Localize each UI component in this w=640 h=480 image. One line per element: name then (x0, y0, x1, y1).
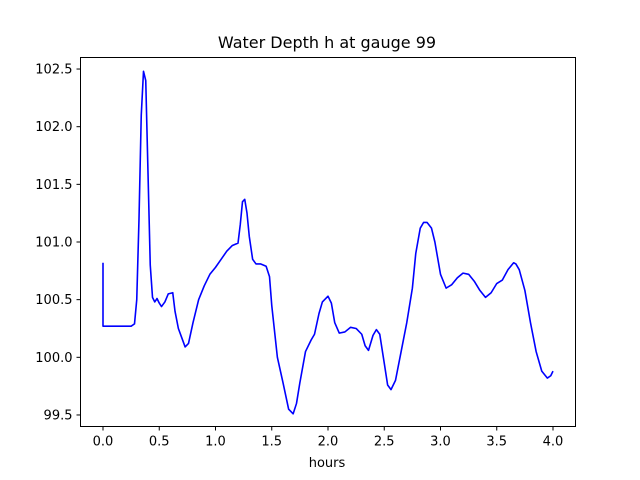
x-axis: 0.0 0.5 1.0 1.5 2.0 2.5 3.0 3.5 4.0 (93, 426, 564, 450)
x-tick-label: 3.5 (486, 435, 507, 450)
y-axis: 99.5 100.0 100.5 101.0 101.5 102.0 102.5 (35, 63, 81, 423)
x-tick-label: 1.0 (205, 435, 226, 450)
y-tick-label: 99.5 (44, 408, 73, 423)
plot-frame (80, 57, 576, 427)
y-tick-label: 102.5 (35, 63, 72, 78)
x-axis-label: hours (309, 456, 346, 471)
y-tick-label: 100.5 (35, 293, 72, 308)
x-tick-label: 3.0 (430, 435, 451, 450)
x-tick-label: 2.5 (374, 435, 395, 450)
x-tick-label: 0.0 (93, 435, 114, 450)
x-tick-label: 2.0 (318, 435, 339, 450)
y-tick-label: 100.0 (35, 351, 72, 366)
series-line (102, 70, 554, 415)
x-tick-label: 0.5 (149, 435, 170, 450)
y-tick-label: 101.5 (35, 178, 72, 193)
y-tick-label: 102.0 (35, 120, 72, 135)
x-tick-label: 4.0 (543, 435, 564, 450)
y-tick-label: 101.0 (35, 236, 72, 251)
plot-area (102, 70, 554, 415)
x-tick-label: 1.5 (261, 435, 282, 450)
chart-title: Water Depth h at gauge 99 (218, 33, 436, 52)
